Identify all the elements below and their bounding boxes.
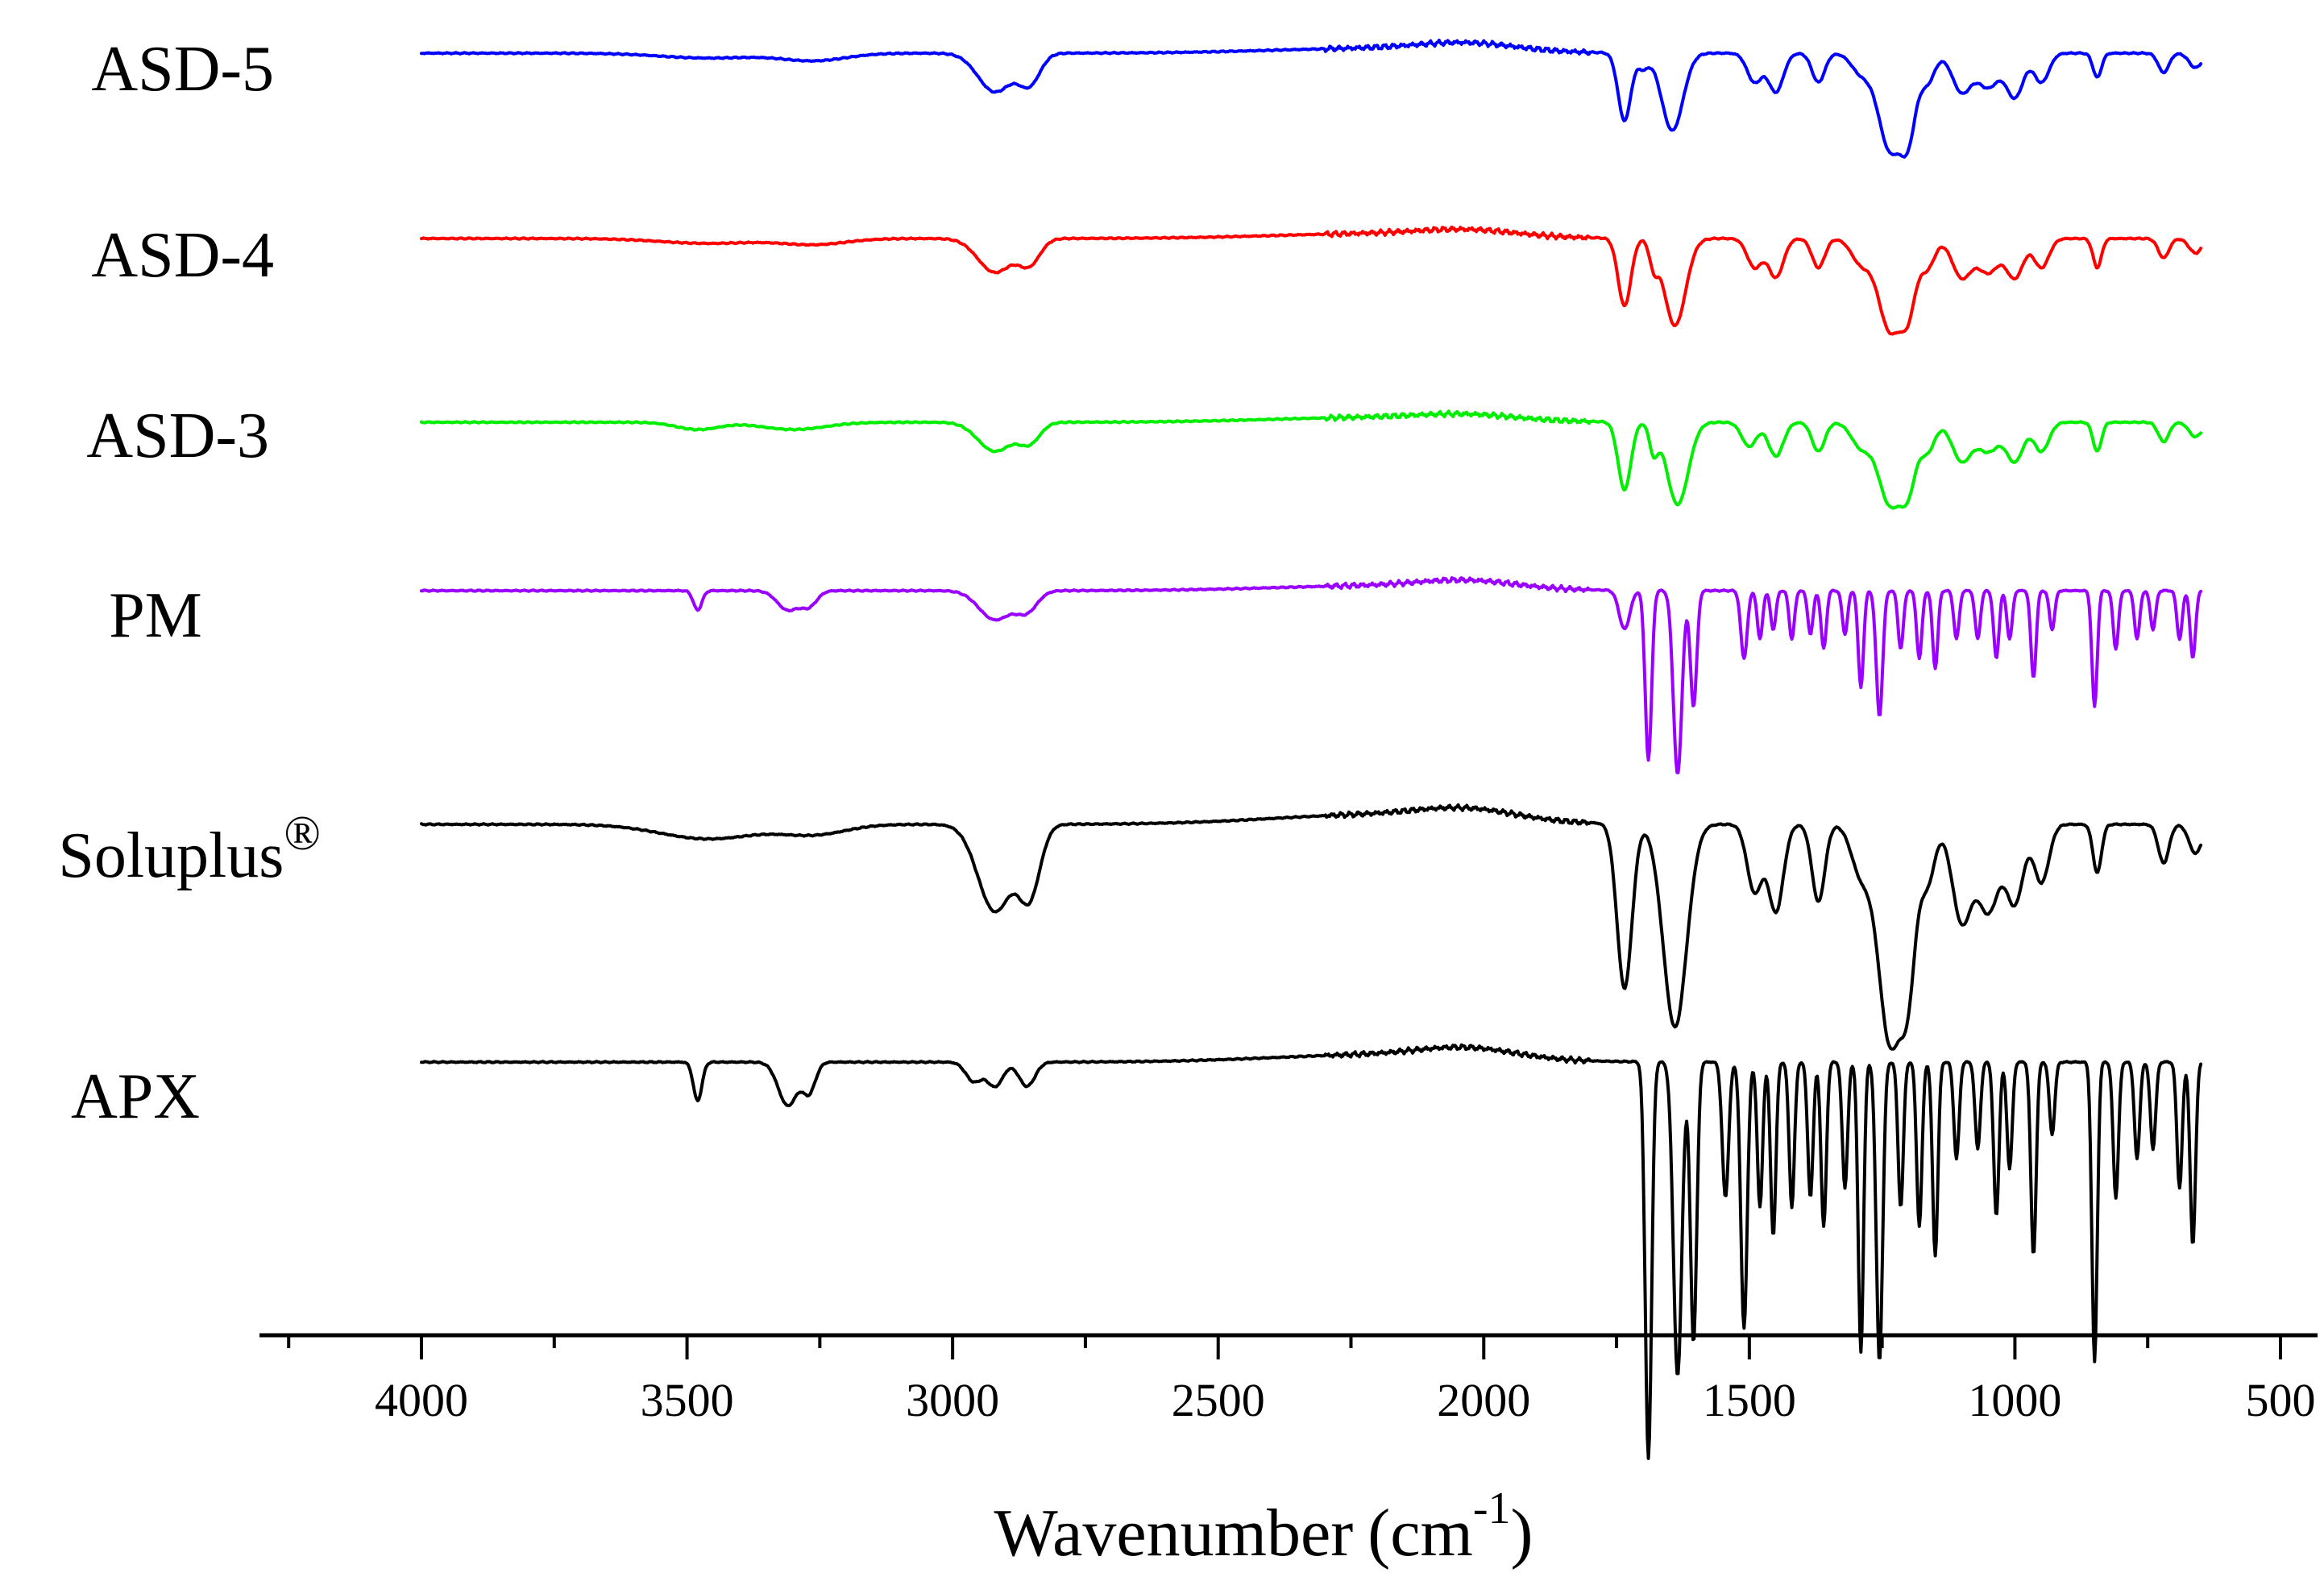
series-label-asd-5: ASD-5 [91,34,274,105]
series-label-soluplus: Soluplus® [58,807,321,891]
x-axis-title: Wavenumber (cm-1) [994,1484,1533,1571]
spectrum-line-soluplus [420,803,2203,1051]
x-tick-label: 2500 [1172,1374,1265,1426]
x-axis-unit-exponent: -1 [1473,1484,1511,1533]
series-labels: ASD-5 ASD-4 ASD-3 PM Soluplus® APX [58,34,321,1132]
series-label-asd-4: ASD-4 [91,220,274,291]
spectra-group [420,39,2203,1460]
spectrum-line-apx [420,1043,2203,1460]
spectrum-line-asd-5 [420,39,2203,159]
x-axis-title-text: Wavenumber [994,1496,1354,1571]
spectrum-line-asd-3 [420,409,2203,510]
series-label-asd-3: ASD-3 [86,400,269,471]
x-tick-label: 1500 [1703,1374,1796,1426]
x-axis-unit-close: ) [1510,1496,1533,1571]
spectrum-line-asd-4 [420,225,2203,336]
x-tick-label: 1000 [1968,1374,2061,1426]
registered-mark: ® [284,807,321,860]
x-tick-label: 500 [2246,1374,2316,1426]
x-tick-label: 2000 [1437,1374,1530,1426]
x-ticks: 4000 3500 3000 2500 2000 1500 1000 500 [287,1335,2316,1426]
x-axis: 4000 3500 3000 2500 2000 1500 1000 500 [259,1333,2318,1426]
series-label-pm: PM [109,580,202,651]
x-tick-label: 4000 [375,1374,468,1426]
series-label-apx: APX [71,1061,200,1132]
x-tick-label: 3000 [906,1374,999,1426]
spectrum-line-pm [420,576,2203,774]
x-axis-unit-base: (cm [1367,1496,1473,1571]
x-tick-label: 3500 [641,1374,734,1426]
